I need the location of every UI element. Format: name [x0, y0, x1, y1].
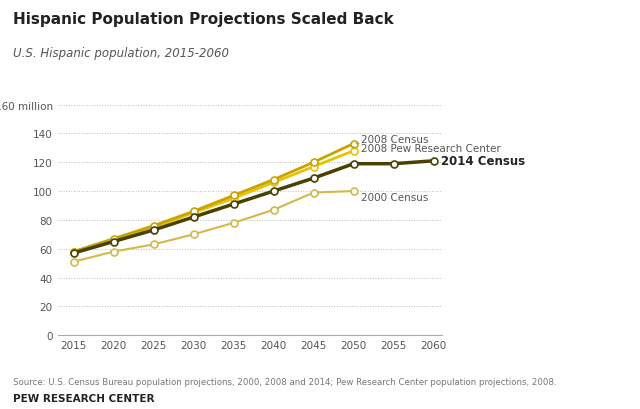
Text: 2008 Pew Research Center: 2008 Pew Research Center [362, 144, 501, 153]
Text: PEW RESEARCH CENTER: PEW RESEARCH CENTER [13, 393, 154, 403]
Text: U.S. Hispanic population, 2015-2060: U.S. Hispanic population, 2015-2060 [13, 47, 229, 60]
Text: 2008 Census: 2008 Census [362, 135, 429, 145]
Text: 2014 Census: 2014 Census [442, 155, 525, 168]
Text: Source: U.S. Census Bureau population projections, 2000, 2008 and 2014; Pew Rese: Source: U.S. Census Bureau population pr… [13, 378, 556, 387]
Text: 2000 Census: 2000 Census [362, 192, 429, 202]
Text: Hispanic Population Projections Scaled Back: Hispanic Population Projections Scaled B… [13, 12, 394, 27]
